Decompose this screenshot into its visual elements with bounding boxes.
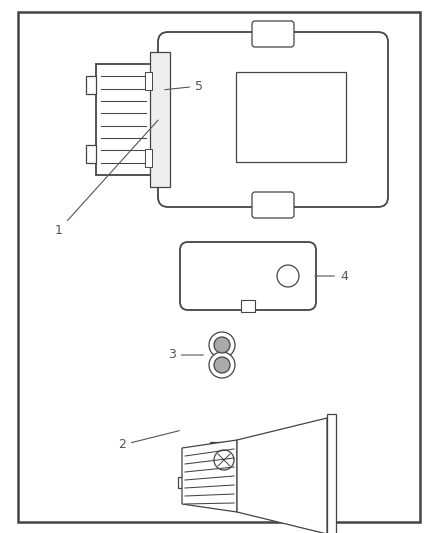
Bar [145,149,152,167]
Text: 4: 4 [315,270,348,282]
Circle shape [214,337,230,353]
Text: 1: 1 [55,120,158,237]
Polygon shape [182,440,237,512]
Bar [210,442,238,478]
Bar [86,145,96,163]
FancyBboxPatch shape [180,242,316,310]
Bar [96,64,151,175]
Circle shape [214,450,234,470]
Bar [86,76,96,94]
Circle shape [209,352,235,378]
Bar [150,52,170,187]
Polygon shape [237,418,327,533]
FancyBboxPatch shape [252,192,294,218]
FancyBboxPatch shape [252,21,294,47]
Circle shape [214,357,230,373]
Bar [145,72,152,90]
Circle shape [209,332,235,358]
Bar [241,300,255,312]
FancyBboxPatch shape [158,32,388,207]
Text: 2: 2 [118,431,179,451]
Bar [327,414,336,533]
Bar [236,72,346,162]
Bar [178,477,270,488]
Text: 3: 3 [168,349,203,361]
Circle shape [277,265,299,287]
Text: 5: 5 [165,79,203,93]
